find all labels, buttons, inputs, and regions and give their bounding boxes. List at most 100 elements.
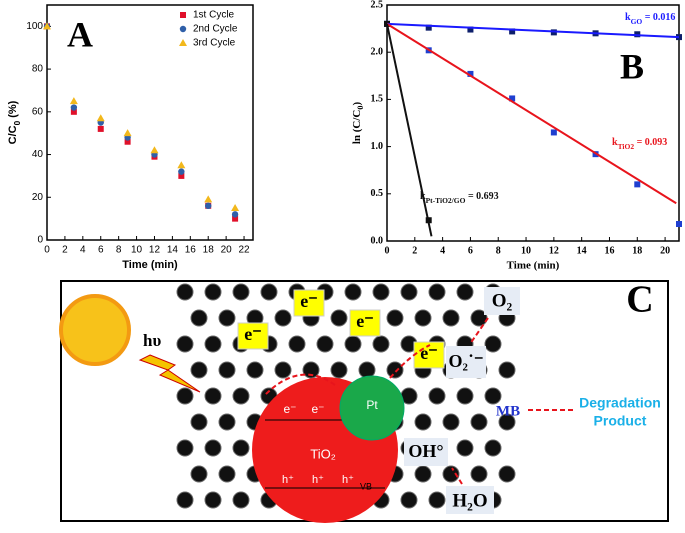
arrow: [389, 344, 431, 379]
y-tick-label: 2.0: [371, 46, 384, 57]
carbon-atom: [498, 413, 516, 431]
x-tick-label: 8: [496, 245, 501, 256]
legend-marker: [179, 39, 187, 46]
carbon-atom: [372, 335, 390, 353]
annotation-main: k: [625, 12, 631, 23]
point: [178, 172, 185, 179]
product: Product: [594, 413, 647, 429]
annotation-suffix: = 0.016: [642, 12, 675, 23]
x-tick-label: 22: [238, 245, 250, 256]
mb: MB: [496, 403, 520, 419]
annotation-sub: GO: [631, 17, 643, 26]
electron-box: [349, 309, 381, 337]
superoxide: O₂˙⁻: [449, 351, 484, 371]
arrow: [469, 317, 489, 345]
legend-label: 3rd Cycle: [193, 38, 236, 49]
carbon-atom: [190, 309, 208, 327]
chart-a: 0 2 4 6 8 10 12 14 16 18 20 22 0 20 40 60 80 100 Time (min…: [7, 4, 254, 271]
point: [97, 125, 104, 132]
point: [70, 104, 78, 111]
species-box: [446, 346, 486, 378]
y-tick-label: 100: [26, 21, 43, 32]
vb-hole: h⁺: [342, 474, 354, 486]
cb-electron: e⁻: [283, 402, 296, 416]
point: [177, 161, 186, 169]
x-tick-label: 8: [116, 245, 122, 256]
point: [123, 129, 132, 137]
product: Degradation: [579, 395, 661, 411]
carbon-atom: [190, 413, 208, 431]
x-tick-label: 18: [203, 245, 215, 256]
point: [231, 211, 239, 218]
carbon-atom: [190, 361, 208, 379]
carbon-atom: [428, 387, 446, 405]
point: [204, 195, 213, 203]
carbon-atom: [218, 309, 236, 327]
chart-b: 0 2 4 6 8 10 12 14 16 18 20 0.0 0.5 1.0 1.5 2.0 2.5 Time …: [351, 0, 682, 272]
carbon-atom: [442, 413, 460, 431]
species-box: [446, 486, 494, 514]
y-tick-label: 0: [37, 235, 43, 246]
water: H₂O: [452, 490, 487, 511]
electron: e⁻: [300, 291, 318, 311]
carbon-atom: [484, 335, 502, 353]
point: [205, 202, 212, 210]
x-tick-label: 16: [604, 245, 614, 256]
point: [96, 114, 105, 122]
annotation: kPt-TiO2/GO = 0.693: [420, 191, 499, 205]
annotation-main: k: [612, 137, 618, 148]
x-tick-label: 14: [167, 245, 179, 256]
carbon-atom: [414, 413, 432, 431]
carbon-atom: [344, 335, 362, 353]
diagram-c: hυ e⁻ e⁻ e⁻ CB TiO₂ h⁺ h⁺ h⁺ VB Pt e⁻ e⁻…: [59, 279, 669, 523]
carbon-atom: [470, 465, 488, 483]
hydroxyl: OH°: [408, 441, 443, 461]
point: [425, 24, 432, 31]
carbon-atom: [204, 283, 222, 301]
carbon-atom: [232, 283, 250, 301]
carbon-atom: [386, 361, 404, 379]
carbon-atom: [414, 309, 432, 327]
point: [550, 129, 557, 136]
electron: e⁻: [420, 343, 438, 363]
carbon-atom: [274, 361, 292, 379]
x-tick-label: 0: [44, 245, 50, 256]
carbon-atom: [498, 465, 516, 483]
x-tick-label: 2: [62, 245, 68, 256]
annotation: kGO = 0.016: [625, 12, 675, 26]
vb-hole: h⁺: [312, 474, 324, 486]
electron-box: [293, 289, 325, 317]
carbon-atom: [260, 283, 278, 301]
point: [70, 108, 77, 115]
carbon-atom: [484, 387, 502, 405]
x-tick-label: 20: [221, 245, 233, 256]
carbon-atom: [232, 491, 250, 509]
carbon-atom: [176, 387, 194, 405]
species-box: [484, 287, 520, 315]
y-axis-label-suffix: ): [351, 102, 363, 106]
x-tick-label: 14: [577, 245, 587, 256]
cb-electron: e⁻: [311, 402, 324, 416]
light-label: hυ: [143, 331, 161, 350]
x-tick-label: 2: [412, 245, 417, 256]
x-tick-label: 6: [98, 245, 104, 256]
carbon-atom: [316, 335, 334, 353]
carbon-atom: [330, 309, 348, 327]
y-axis-label: C/C0 (%): [7, 100, 22, 144]
arrow: [451, 467, 463, 485]
carbon-atom: [442, 309, 460, 327]
carbon-atom: [498, 361, 516, 379]
carbon-atom: [428, 491, 446, 509]
x-tick-label: 10: [521, 245, 531, 256]
carbon-atom: [456, 283, 474, 301]
carbon-atom: [372, 283, 390, 301]
y-tick-label: 1.0: [371, 141, 384, 152]
x-axis-label: Time (min): [122, 259, 178, 271]
y-tick-label: 0.0: [371, 235, 384, 246]
carbon-atom: [176, 335, 194, 353]
y-axis-label-suffix: (%): [7, 100, 19, 121]
annotation-sub: Pt-TiO2/GO: [426, 196, 466, 205]
sun: [59, 294, 131, 366]
carbon-atom: [204, 439, 222, 457]
